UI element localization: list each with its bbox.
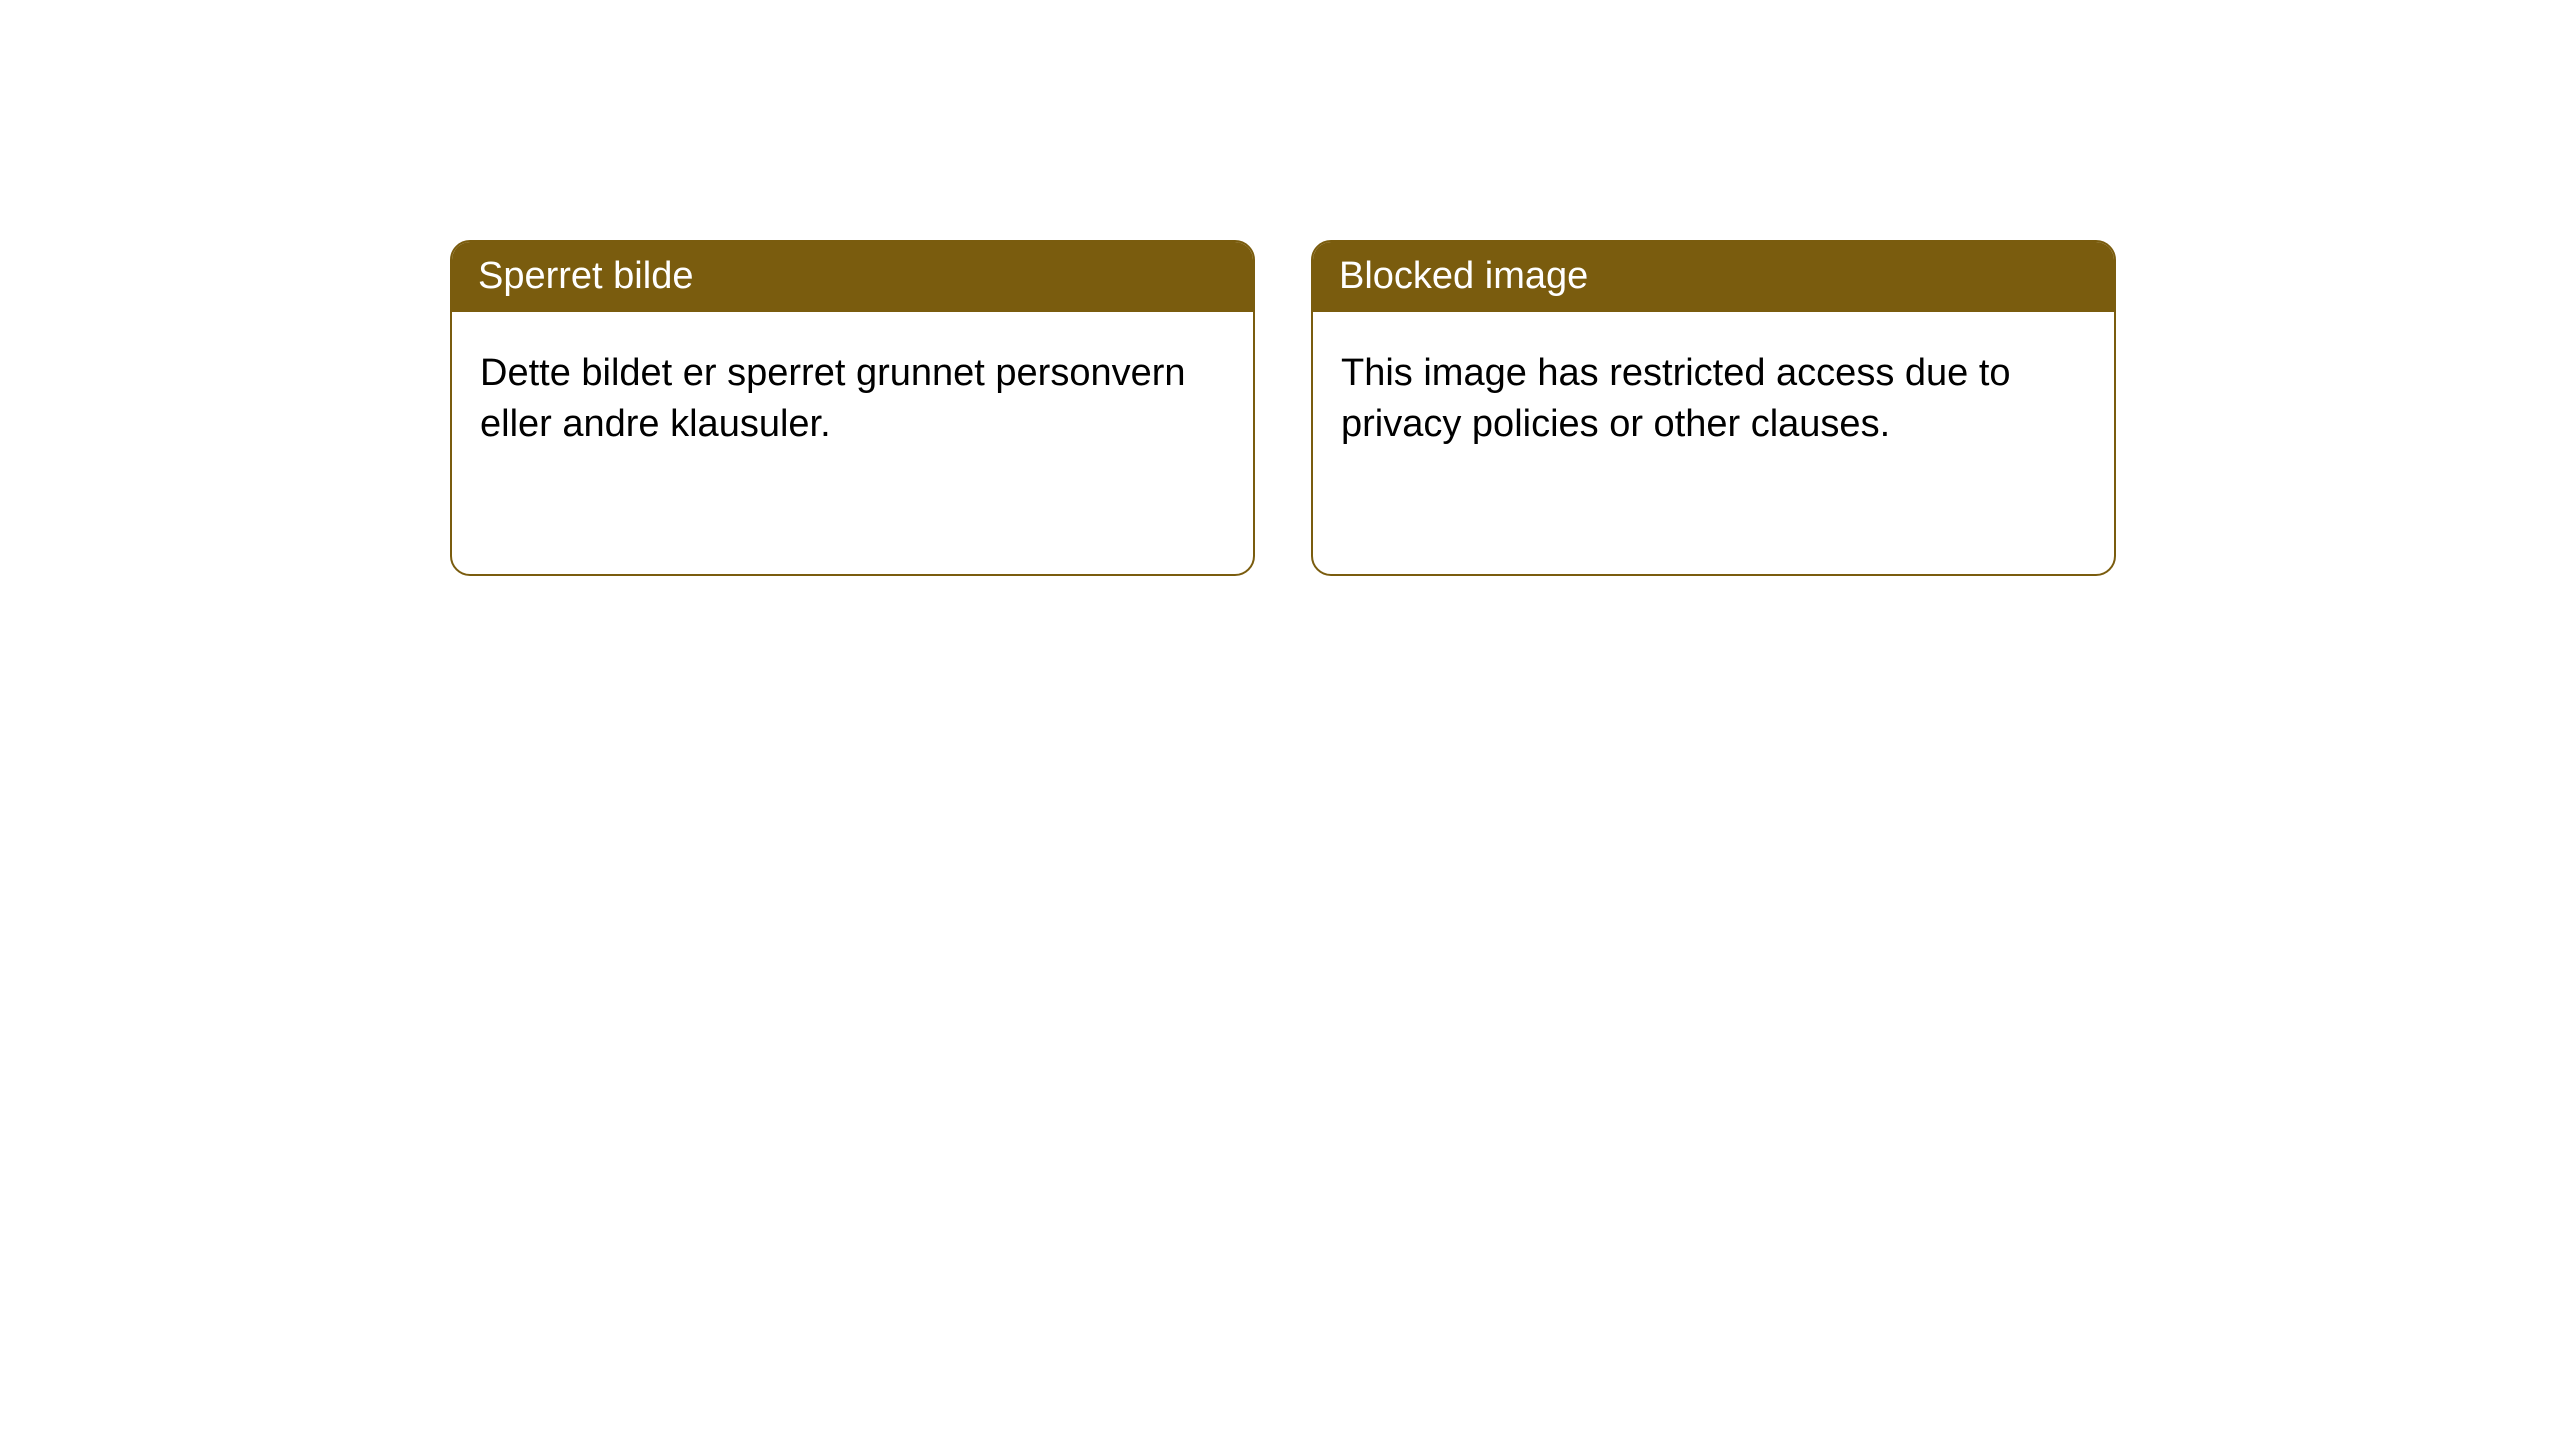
notice-title: Blocked image [1339,255,1588,297]
notice-header: Sperret bilde [452,242,1253,312]
notice-body: This image has restricted access due to … [1313,312,2114,487]
notice-container: Sperret bilde Dette bildet er sperret gr… [0,0,2560,576]
notice-message: Dette bildet er sperret grunnet personve… [480,352,1186,445]
notice-card-english: Blocked image This image has restricted … [1311,240,2116,576]
notice-title: Sperret bilde [478,255,693,297]
notice-card-norwegian: Sperret bilde Dette bildet er sperret gr… [450,240,1255,576]
notice-message: This image has restricted access due to … [1341,352,2011,445]
notice-body: Dette bildet er sperret grunnet personve… [452,312,1253,487]
notice-header: Blocked image [1313,242,2114,312]
